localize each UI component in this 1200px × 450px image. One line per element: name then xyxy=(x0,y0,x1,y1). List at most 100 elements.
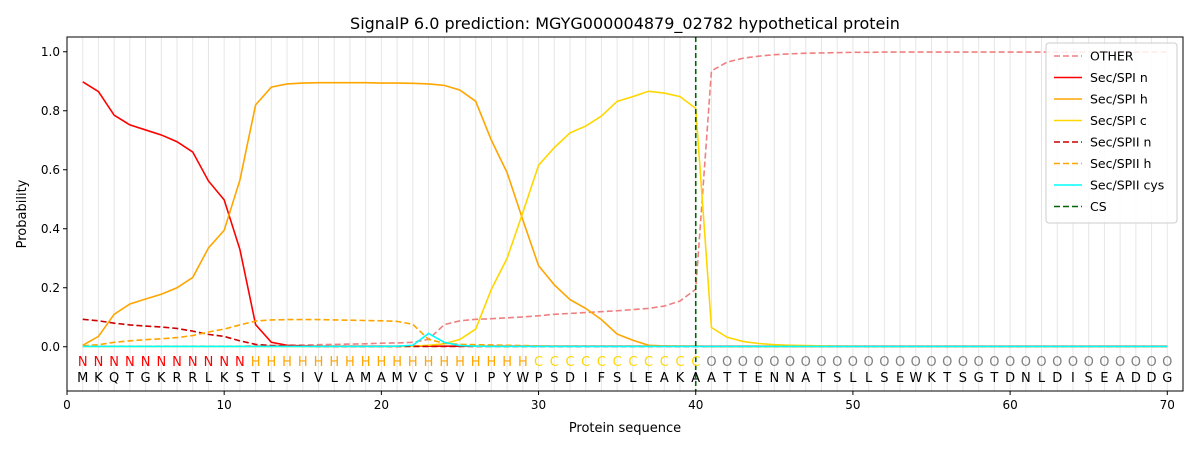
residue-label: W xyxy=(909,371,922,386)
region-label: O xyxy=(911,355,921,370)
residue-label: I xyxy=(1071,371,1075,386)
residue-label: E xyxy=(896,371,904,386)
region-label: O xyxy=(989,355,999,370)
residue-label: T xyxy=(125,371,134,386)
residue-label: L xyxy=(629,371,637,386)
plot-frame xyxy=(66,36,1184,392)
residue-label: L xyxy=(1038,371,1046,386)
region-label: H xyxy=(518,355,528,370)
region-label: O xyxy=(1068,355,1078,370)
region-label: H xyxy=(282,355,292,370)
legend: OTHER Sec/SPI n Sec/SPI h Sec/SPI c Sec/SPII… xyxy=(1045,42,1178,224)
residue-label: P xyxy=(487,371,495,386)
region-label: O xyxy=(832,355,842,370)
y-axis-label: Probability xyxy=(15,179,30,248)
residue-label: I xyxy=(584,371,588,386)
region-label: O xyxy=(753,355,763,370)
region-label: C xyxy=(550,355,559,370)
grid-lines xyxy=(82,37,1168,391)
residue-label: A xyxy=(660,371,669,386)
region-label: N xyxy=(94,355,104,370)
region-label: O xyxy=(1146,355,1156,370)
residue-label: D xyxy=(1147,371,1157,386)
residue-label: T xyxy=(251,371,260,386)
residue-label: L xyxy=(268,371,276,386)
series-line-2 xyxy=(82,81,1168,348)
y-tick-label: 1.0 xyxy=(41,45,60,59)
residue-label: T xyxy=(722,371,731,386)
region-label: H xyxy=(314,355,324,370)
residue-label: I xyxy=(301,371,305,386)
residue-label: D xyxy=(565,371,575,386)
residue-label: A xyxy=(1116,371,1125,386)
residue-label: A xyxy=(707,371,716,386)
residue-label: T xyxy=(989,371,998,386)
region-label: H xyxy=(361,355,371,370)
residue-label: A xyxy=(691,371,700,386)
series-line-6 xyxy=(82,332,1168,348)
residue-label: G xyxy=(141,371,151,386)
residue-label: K xyxy=(927,371,936,386)
residue-label: E xyxy=(1100,371,1108,386)
x-tick-label: 60 xyxy=(1002,398,1017,412)
x-tick-label: 70 xyxy=(1160,398,1175,412)
region-label: O xyxy=(801,355,811,370)
residue-label: D xyxy=(1131,371,1141,386)
residue-label: A xyxy=(801,371,810,386)
region-label: N xyxy=(219,355,229,370)
region-label: H xyxy=(487,355,497,370)
region-label: O xyxy=(864,355,874,370)
residue-label: L xyxy=(865,371,873,386)
region-label: C xyxy=(628,355,637,370)
region-label: H xyxy=(455,355,465,370)
residue-label: P xyxy=(535,371,543,386)
region-label: O xyxy=(1005,355,1015,370)
region-label: C xyxy=(613,355,622,370)
x-axis-ticks: 0 10 20 30 40 50 60 70 xyxy=(63,391,1175,412)
region-label: O xyxy=(926,355,936,370)
residue-label: Y xyxy=(502,371,511,386)
residue-label: D xyxy=(1052,371,1062,386)
region-label: H xyxy=(471,355,481,370)
x-axis-label: Protein sequence xyxy=(569,421,681,436)
residue-label: K xyxy=(157,371,166,386)
sequence-track: NMNKNQNTNGNKNRNRNLNKNSHTHLHSHIHVHLHAHMHA… xyxy=(77,355,1172,386)
series-line-0 xyxy=(82,51,1168,347)
series-lines xyxy=(82,51,1168,348)
region-label: C xyxy=(597,355,606,370)
region-label: H xyxy=(376,355,386,370)
residue-label: N xyxy=(769,371,779,386)
residue-label: A xyxy=(377,371,386,386)
residue-label: S xyxy=(833,371,841,386)
residue-label: I xyxy=(474,371,478,386)
legend-label: CS xyxy=(1090,199,1107,214)
region-label: O xyxy=(1162,355,1172,370)
y-tick-label: 0.4 xyxy=(41,222,60,236)
region-label: N xyxy=(141,355,151,370)
x-tick-label: 20 xyxy=(374,398,389,412)
region-label: O xyxy=(1131,355,1141,370)
residue-label: S xyxy=(880,371,888,386)
region-label: H xyxy=(439,355,449,370)
y-tick-label: 0.2 xyxy=(41,281,60,295)
residue-label: L xyxy=(205,371,213,386)
y-axis-ticks: 0.0 0.2 0.4 0.6 0.8 1.0 xyxy=(41,45,67,354)
residue-label: V xyxy=(408,371,417,386)
x-tick-label: 40 xyxy=(688,398,703,412)
chart-title: SignalP 6.0 prediction: MGYG000004879_02… xyxy=(350,14,900,34)
residue-label: Q xyxy=(109,371,119,386)
region-label: C xyxy=(534,355,543,370)
residue-label: D xyxy=(1005,371,1015,386)
residue-label: V xyxy=(314,371,323,386)
region-label: H xyxy=(392,355,402,370)
residue-label: R xyxy=(188,371,197,386)
residue-label: C xyxy=(424,371,433,386)
region-label: O xyxy=(1036,355,1046,370)
residue-label: S xyxy=(283,371,291,386)
residue-label: V xyxy=(456,371,465,386)
legend-label: Sec/SPII h xyxy=(1090,156,1151,171)
legend-label: Sec/SPI h xyxy=(1090,92,1148,107)
region-label: O xyxy=(942,355,952,370)
residue-label: E xyxy=(644,371,652,386)
